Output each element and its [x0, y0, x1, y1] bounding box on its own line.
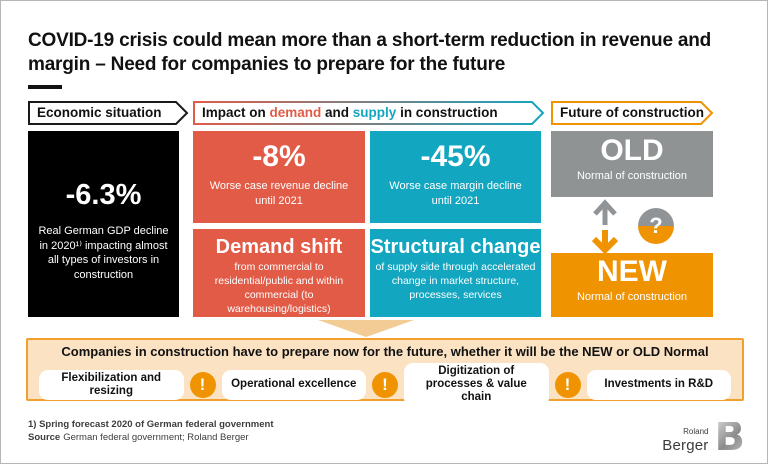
- header-impact-label: Impact on demand and supply in construct…: [202, 101, 498, 125]
- exclamation-icon: !: [372, 371, 398, 398]
- title-underline: [28, 85, 62, 89]
- old-normal-subtitle: Normal of construction: [576, 170, 688, 182]
- margin-desc: Worse case margin decline until 2021: [389, 180, 522, 207]
- logo-berger-text: Berger: [662, 437, 709, 454]
- new-normal-subtitle: Normal of construction: [576, 291, 688, 303]
- header-future-of-construction: Future of construction: [551, 101, 714, 125]
- new-normal-box: NEW Normal of construction: [551, 253, 713, 317]
- header-economic-label: Economic situation: [37, 105, 162, 120]
- header-impact: Impact on demand and supply in construct…: [193, 101, 545, 125]
- logo-b-mark-icon: B: [714, 413, 746, 460]
- exclamation-icon: !: [189, 371, 216, 398]
- slide-title: COVID-19 crisis could mean more than a s…: [28, 30, 712, 76]
- prepare-banner: Companies in construction have to prepar…: [26, 338, 744, 407]
- old-normal-title: OLD: [600, 134, 664, 167]
- impact-label-mid: and: [321, 105, 353, 120]
- structural-change-title: Structural change: [370, 236, 541, 258]
- revenue-decline-box: -8% Worse case revenue decline until 202…: [193, 131, 365, 223]
- header-future-label: Future of construction: [560, 105, 704, 120]
- revenue-desc: Worse case revenue decline until 2021: [209, 180, 349, 207]
- banner-items-row: Flexibilization and resizing ! Operation…: [28, 359, 742, 407]
- logo-roland-text: Roland: [683, 427, 709, 436]
- structural-change-desc: of supply side through accelerated chang…: [375, 261, 536, 301]
- margin-decline-box: -45% Worse case margin decline until 202…: [370, 131, 541, 223]
- banner-title: Companies in construction have to prepar…: [61, 344, 709, 359]
- banner-item-digitization: Digitization of processes & value chain: [404, 363, 549, 407]
- banner-item-investments-rd: Investments in R&D: [586, 369, 731, 400]
- gdp-desc: Real German GDP decline in 2020¹⁾ impact…: [38, 225, 169, 281]
- source-label: Source: [28, 432, 61, 443]
- demand-shift-desc: from commercial to residential/public an…: [214, 261, 344, 315]
- economic-chevron-shape: [28, 101, 189, 125]
- roland-berger-logo: Roland Berger B: [662, 413, 746, 460]
- exclamation-icon: !: [554, 371, 581, 398]
- demand-shift-title: Demand shift: [215, 236, 343, 258]
- demand-shift-box: Demand shift from commercial to resident…: [193, 229, 365, 317]
- header-economic-situation: Economic situation: [28, 101, 189, 125]
- margin-value: -45%: [420, 140, 491, 173]
- impact-label-post: in construction: [396, 105, 498, 120]
- logo-wordmark: Roland Berger: [662, 427, 709, 454]
- new-normal-title: NEW: [597, 255, 667, 288]
- question-mark-icon: ?: [638, 208, 674, 244]
- impact-label-demand: demand: [269, 105, 322, 120]
- gdp-value: -6.3%: [65, 179, 142, 211]
- impact-chevron-shape: [193, 101, 545, 125]
- impact-label-supply: supply: [352, 105, 397, 120]
- future-chevron-shape: [551, 101, 714, 125]
- banner-item-flexibilization: Flexibilization and resizing: [39, 369, 184, 401]
- up-down-arrows-icon: [589, 199, 621, 259]
- structural-change-box: Structural change of supply side through…: [370, 229, 541, 317]
- impact-label-pre: Impact on: [202, 105, 270, 120]
- down-triangle-icon: [318, 320, 414, 337]
- source-line: Source German federal government; Roland …: [28, 432, 249, 443]
- source-text: German federal government; Roland Berger: [63, 432, 249, 443]
- revenue-value: -8%: [252, 140, 306, 173]
- banner-item-operational-excellence: Operational excellence: [221, 369, 366, 400]
- gdp-decline-box: -6.3% Real German GDP decline in 2020¹⁾ …: [28, 131, 179, 317]
- old-normal-box: OLD Normal of construction: [551, 131, 713, 197]
- footnote: 1) Spring forecast 2020 of German federa…: [28, 419, 274, 430]
